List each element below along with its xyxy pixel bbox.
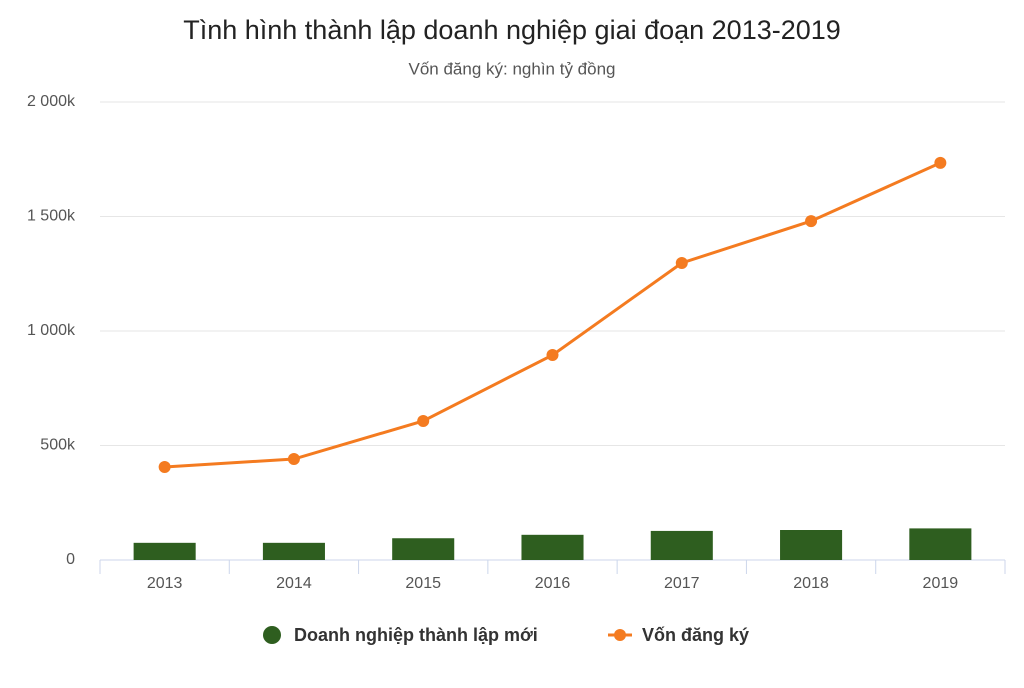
y-tick-label: 2 000k bbox=[27, 93, 76, 110]
bar bbox=[392, 538, 455, 560]
bar bbox=[521, 534, 584, 560]
y-tick-label: 0 bbox=[66, 551, 75, 568]
bar bbox=[133, 542, 196, 560]
point bbox=[934, 156, 947, 169]
bar bbox=[650, 530, 713, 560]
bar bbox=[780, 530, 843, 560]
point bbox=[417, 414, 430, 427]
x-tick-label: 2016 bbox=[535, 575, 571, 592]
point bbox=[546, 349, 559, 362]
x-tick-label: 2018 bbox=[793, 575, 829, 592]
legend-label: Vốn đăng ký bbox=[642, 625, 749, 645]
point bbox=[805, 215, 818, 228]
chart-subtitle: Vốn đăng ký: nghìn tỷ đồng bbox=[409, 59, 616, 78]
x-tick-label: 2014 bbox=[276, 575, 312, 592]
legend-swatch bbox=[614, 629, 626, 641]
x-tick-label: 2019 bbox=[923, 575, 959, 592]
x-tick-label: 2015 bbox=[405, 575, 441, 592]
bar bbox=[262, 542, 325, 560]
x-tick-label: 2013 bbox=[147, 575, 183, 592]
y-tick-label: 500k bbox=[40, 437, 76, 454]
y-tick-label: 1 000k bbox=[27, 322, 76, 339]
legend-label: Doanh nghiệp thành lập mới bbox=[294, 625, 538, 645]
y-tick-label: 1 500k bbox=[27, 208, 76, 225]
chart-title: Tình hình thành lập doanh nghiệp giai đo… bbox=[183, 15, 841, 45]
x-tick-label: 2017 bbox=[664, 575, 700, 592]
point bbox=[287, 453, 300, 466]
point bbox=[158, 461, 171, 474]
legend-swatch bbox=[263, 626, 281, 644]
bar bbox=[909, 528, 972, 560]
point bbox=[675, 256, 688, 269]
line bbox=[164, 161, 941, 469]
